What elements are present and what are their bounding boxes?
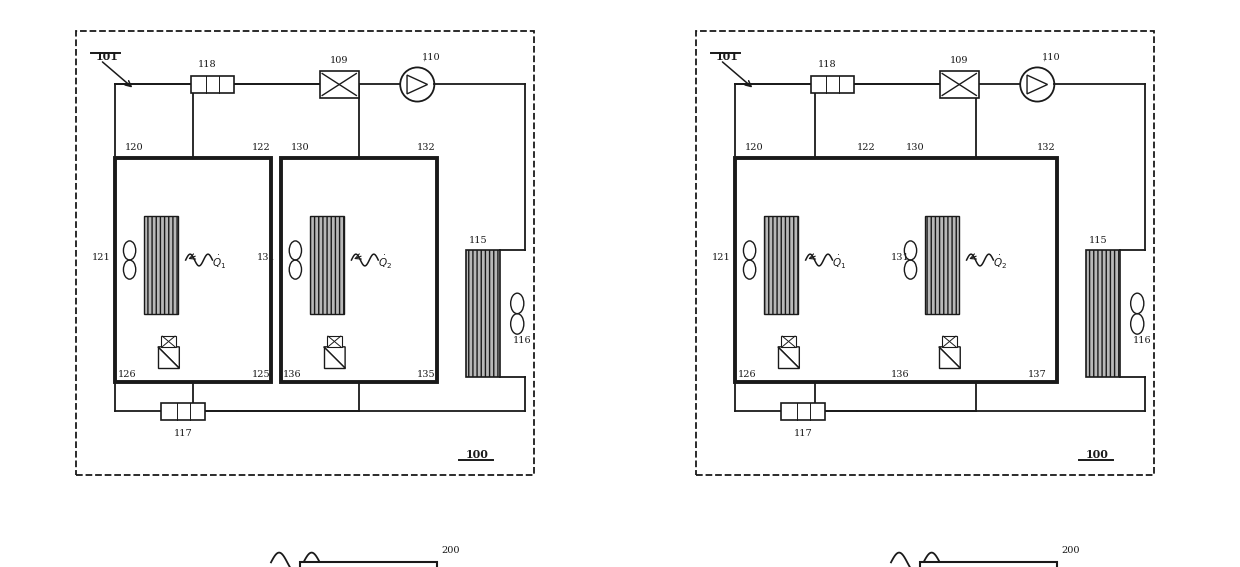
FancyBboxPatch shape (161, 336, 176, 347)
Text: 200: 200 (1061, 545, 1080, 555)
Text: 200: 200 (441, 545, 460, 555)
Text: 109: 109 (330, 56, 348, 65)
Text: 100: 100 (1086, 448, 1109, 459)
Text: 100: 100 (466, 448, 489, 459)
FancyBboxPatch shape (920, 562, 1056, 567)
Text: 132: 132 (418, 143, 436, 153)
Text: 121: 121 (712, 253, 730, 262)
Text: 130: 130 (290, 143, 309, 153)
FancyBboxPatch shape (940, 71, 978, 98)
Text: 118: 118 (818, 61, 837, 69)
FancyBboxPatch shape (811, 76, 854, 93)
Text: 116: 116 (1132, 336, 1151, 345)
Text: 110: 110 (1042, 53, 1060, 62)
Text: 115: 115 (469, 236, 487, 245)
Text: 122: 122 (857, 143, 875, 153)
FancyBboxPatch shape (925, 216, 960, 314)
Polygon shape (777, 347, 800, 369)
Text: 101: 101 (715, 51, 738, 62)
Text: 101: 101 (95, 51, 118, 62)
Text: 120: 120 (125, 143, 144, 153)
FancyBboxPatch shape (781, 403, 825, 420)
Polygon shape (777, 347, 800, 369)
Text: 109: 109 (950, 56, 968, 65)
FancyBboxPatch shape (320, 71, 358, 98)
Text: 131: 131 (892, 253, 910, 262)
FancyBboxPatch shape (161, 403, 205, 420)
FancyBboxPatch shape (327, 336, 342, 347)
Text: 130: 130 (905, 143, 924, 153)
Text: 117: 117 (794, 429, 812, 438)
FancyBboxPatch shape (764, 216, 799, 314)
Text: 118: 118 (198, 61, 217, 69)
Text: 116: 116 (512, 336, 531, 345)
FancyBboxPatch shape (466, 250, 500, 377)
Text: 125: 125 (252, 370, 270, 379)
Text: 136: 136 (892, 370, 910, 379)
FancyBboxPatch shape (280, 158, 436, 382)
Text: 135: 135 (418, 370, 436, 379)
Polygon shape (157, 347, 180, 369)
Text: 136: 136 (283, 370, 301, 379)
Text: 137: 137 (1028, 370, 1047, 379)
Text: 110: 110 (422, 53, 440, 62)
Text: 126: 126 (118, 370, 136, 379)
Text: $\dot{Q}_1$: $\dot{Q}_1$ (212, 254, 227, 271)
FancyBboxPatch shape (310, 216, 345, 314)
Text: $\dot{Q}_2$: $\dot{Q}_2$ (378, 254, 392, 271)
Text: $\dot{Q}_1$: $\dot{Q}_1$ (832, 254, 847, 271)
FancyBboxPatch shape (191, 76, 234, 93)
FancyBboxPatch shape (144, 216, 179, 314)
Text: 131: 131 (257, 253, 275, 262)
FancyBboxPatch shape (1086, 250, 1120, 377)
Text: 120: 120 (745, 143, 764, 153)
Text: 132: 132 (1038, 143, 1056, 153)
FancyBboxPatch shape (300, 562, 436, 567)
Text: 122: 122 (252, 143, 270, 153)
Text: 115: 115 (1089, 236, 1107, 245)
FancyBboxPatch shape (115, 158, 272, 382)
Text: 121: 121 (92, 253, 110, 262)
Polygon shape (324, 347, 345, 369)
Text: $\dot{Q}_2$: $\dot{Q}_2$ (993, 254, 1008, 271)
Polygon shape (939, 347, 960, 369)
Text: 126: 126 (738, 370, 756, 379)
FancyBboxPatch shape (942, 336, 957, 347)
FancyBboxPatch shape (781, 336, 796, 347)
Polygon shape (939, 347, 960, 369)
Text: 117: 117 (174, 429, 192, 438)
Polygon shape (324, 347, 345, 369)
FancyBboxPatch shape (735, 158, 1056, 382)
Polygon shape (157, 347, 180, 369)
